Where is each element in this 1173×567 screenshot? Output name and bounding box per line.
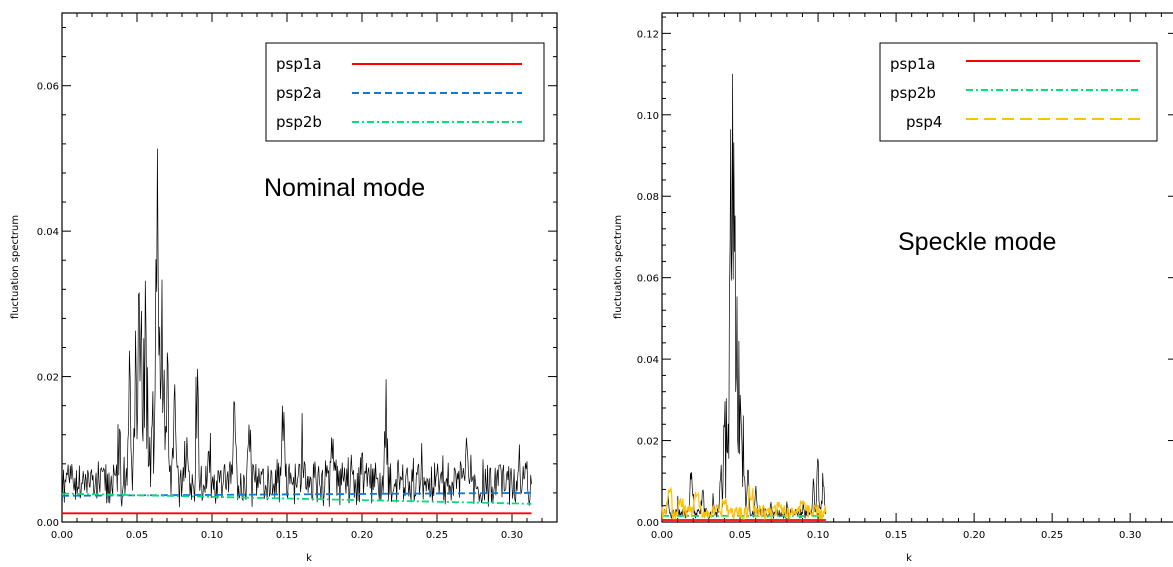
y-tick-label: 0.02	[37, 373, 59, 384]
x-tick-label: 0.30	[1119, 530, 1141, 541]
plot-frame-speckle	[661, 12, 1173, 523]
y-tick-label: 0.12	[637, 29, 659, 40]
legend-label-psp1a-speckle: psp1a	[890, 55, 936, 73]
x-tick-label: 0.15	[885, 530, 907, 541]
y-tick-label: 0.06	[37, 82, 59, 93]
panel-speckle: 0.00 0.02 0.04 0.06 0.08 0.10 0.12 0.00 0.05 0.1…	[613, 12, 1173, 564]
x-tick-label: 0.05	[729, 530, 751, 541]
plot-frame-nominal	[61, 12, 558, 523]
panel-nominal: 0.00 0.02 0.04 0.06 0.00 0.05 0.10 0.15 0.20 0.2…	[10, 12, 558, 564]
x-axis-speckle: 0.00 0.05 0.10 0.15 0.20 0.25 0.30	[651, 13, 1162, 541]
x-tick-label: 0.10	[807, 530, 829, 541]
y-tick-label: 0.00	[637, 518, 659, 529]
x-tick-label: 0.15	[276, 530, 298, 541]
y-axis-speckle: 0.00 0.02 0.04 0.06 0.08 0.10 0.12	[637, 16, 1173, 529]
y-axis-title-speckle: fluctuation spectrum	[613, 215, 624, 319]
y-tick-label: 0.02	[637, 437, 659, 448]
x-tick-label: 0.30	[501, 530, 523, 541]
series-line-psp4-speckle	[661, 485, 827, 521]
legend-label-psp1a-nominal: psp1a	[276, 55, 322, 73]
y-axis-nominal: 0.00 0.02 0.04 0.06	[37, 27, 557, 529]
y-tick-label: 0.00	[37, 518, 59, 529]
y-tick-label: 0.06	[637, 274, 659, 285]
series-line-psp2b-nominal	[61, 492, 532, 505]
legend-label-psp4-speckle: psp4	[906, 113, 942, 131]
y-axis-title-nominal: fluctuation spectrum	[10, 215, 21, 319]
x-tick-label: 0.05	[126, 530, 148, 541]
x-tick-label: 0.00	[651, 530, 673, 541]
x-tick-label: 0.25	[426, 530, 448, 541]
spectrum-line-speckle	[661, 73, 827, 519]
y-tick-label: 0.08	[637, 192, 659, 203]
legend-speckle: psp1a psp2b psp4	[879, 42, 1158, 142]
x-axis-nominal: 0.00 0.05 0.10 0.15 0.20 0.25 0.30	[51, 13, 558, 541]
legend-nominal: psp1a psp2a psp2b	[265, 42, 545, 142]
x-axis-title-speckle: k	[906, 553, 912, 564]
legend-label-psp2b-nominal: psp2b	[276, 113, 322, 131]
y-tick-label: 0.04	[37, 227, 59, 238]
legend-label-psp2a-nominal: psp2a	[276, 84, 322, 102]
x-tick-label: 0.00	[51, 530, 73, 541]
legend-label-psp2b-speckle: psp2b	[890, 84, 936, 102]
x-tick-label: 0.20	[963, 530, 985, 541]
legend-box-speckle	[879, 42, 1158, 142]
spectrum-line-nominal	[61, 148, 532, 508]
y-tick-label: 0.10	[637, 111, 659, 122]
x-tick-label: 0.20	[351, 530, 373, 541]
x-axis-title-nominal: k	[306, 553, 312, 564]
x-tick-label: 0.10	[201, 530, 223, 541]
y-tick-label: 0.04	[637, 355, 659, 366]
annotation-speckle-mode: Speckle mode	[898, 228, 1056, 256]
x-tick-label: 0.25	[1041, 530, 1063, 541]
annotation-nominal-mode: Nominal mode	[264, 174, 425, 202]
